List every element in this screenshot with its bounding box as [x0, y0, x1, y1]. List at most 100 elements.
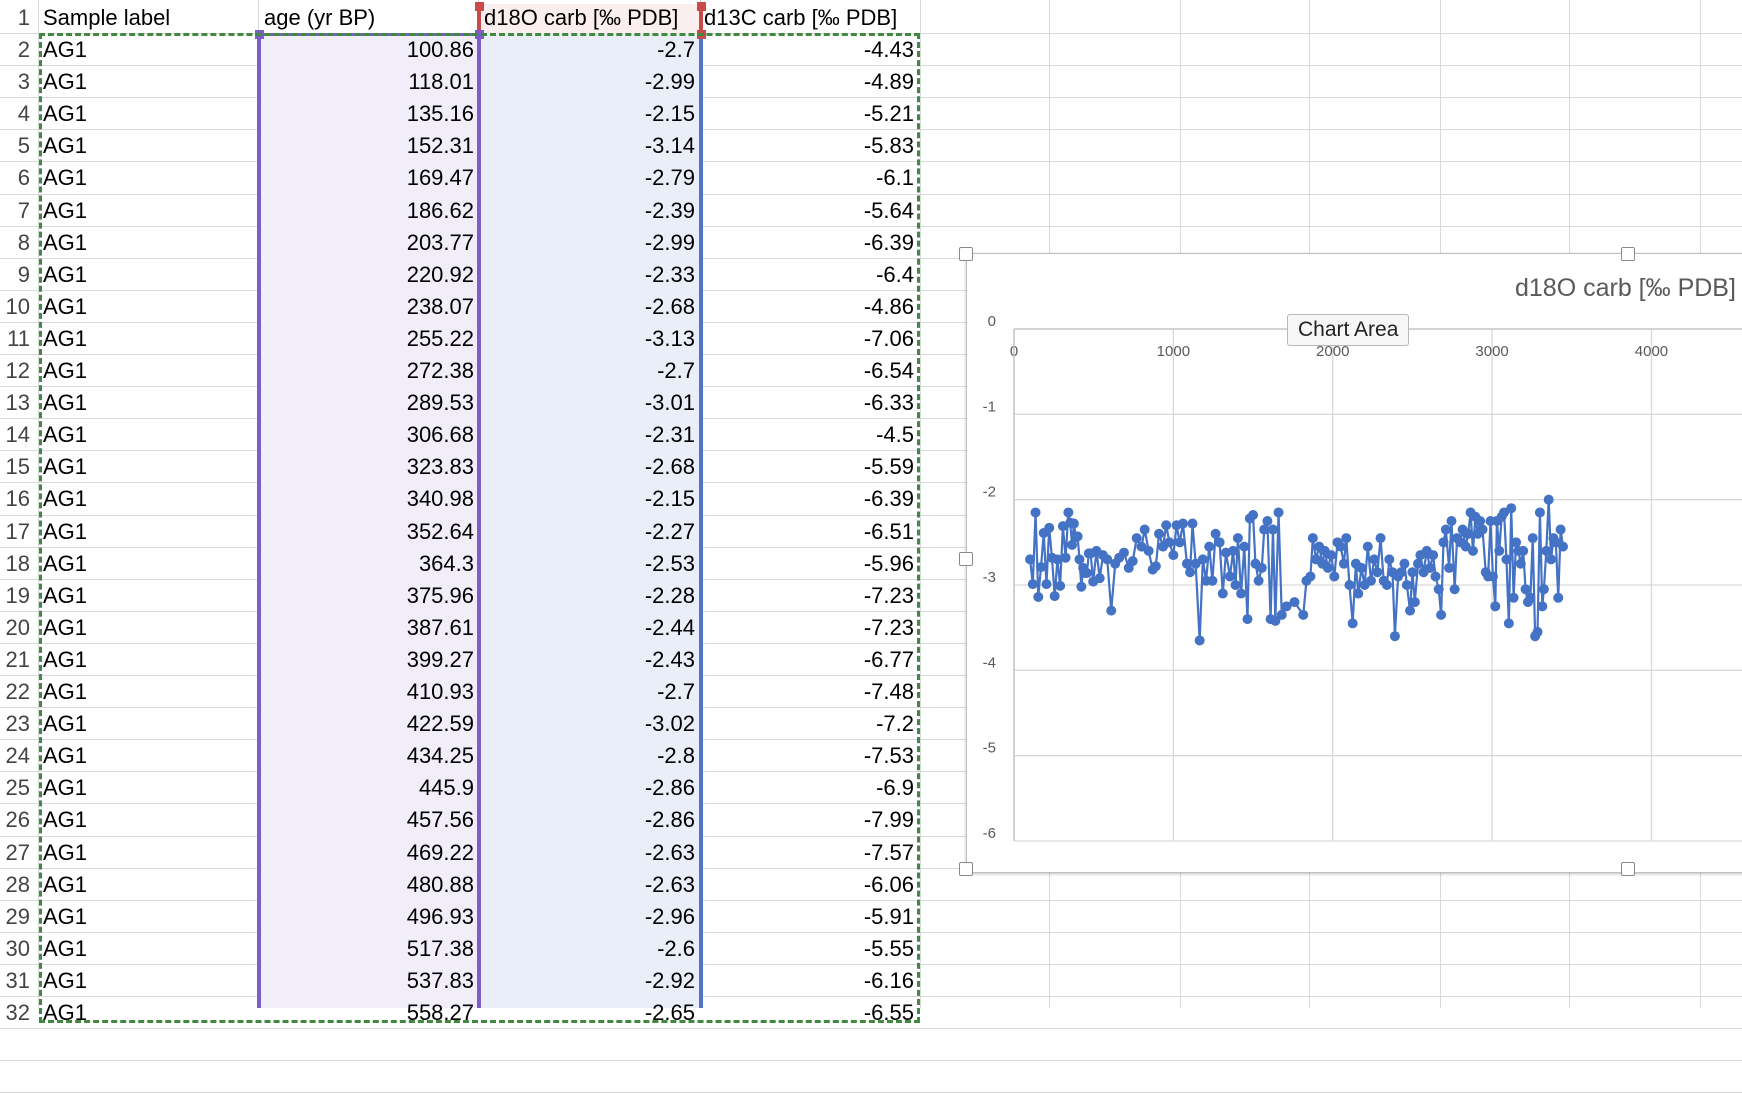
- row-number[interactable]: 13: [5, 390, 30, 416]
- cell-d18o[interactable]: -2.43: [644, 646, 695, 672]
- cell-d18o[interactable]: -2.63: [644, 871, 695, 897]
- cell-sample-label[interactable]: AG1: [43, 325, 88, 351]
- cell-d13c[interactable]: -5.21: [863, 101, 914, 127]
- cell-d13c[interactable]: -6.39: [863, 229, 914, 255]
- cell-sample-label[interactable]: AG1: [43, 903, 88, 929]
- cell-d18o[interactable]: -2.99: [644, 229, 695, 255]
- cell-d13c[interactable]: -7.53: [863, 743, 914, 769]
- cell-sample-label[interactable]: AG1: [43, 807, 88, 833]
- cell-d18o[interactable]: -2.86: [644, 807, 695, 833]
- row-number[interactable]: 2: [17, 37, 30, 62]
- cell-sample-label[interactable]: AG1: [43, 871, 88, 897]
- cell-d18o[interactable]: -2.6: [657, 935, 695, 961]
- cell-sample-label[interactable]: AG1: [43, 69, 88, 95]
- cell-d13c[interactable]: -7.23: [863, 614, 914, 640]
- cell-age[interactable]: 457.56: [406, 807, 474, 833]
- chart-resize-handle-bottom-left[interactable]: [959, 862, 973, 876]
- cell-age[interactable]: 118.01: [408, 69, 474, 95]
- cell-age[interactable]: 537.83: [406, 967, 474, 993]
- cell-sample-label[interactable]: AG1: [43, 775, 88, 801]
- cell-d18o[interactable]: -2.68: [644, 293, 695, 319]
- cell-age[interactable]: 422.59: [406, 711, 474, 737]
- cell-age[interactable]: 399.27: [406, 646, 474, 672]
- cell-d13c[interactable]: -6.06: [863, 871, 914, 897]
- cell-d13c[interactable]: -6.9: [876, 775, 914, 801]
- header-cell-d18o[interactable]: d18O carb [‰ PDB]: [484, 5, 679, 30]
- row-number[interactable]: 27: [5, 839, 30, 865]
- row-number[interactable]: 22: [5, 679, 30, 704]
- cell-d18o[interactable]: -2.53: [644, 550, 695, 576]
- cell-d18o[interactable]: -2.39: [644, 197, 695, 223]
- row-number[interactable]: 8: [17, 229, 30, 255]
- cell-d18o[interactable]: -3.14: [644, 133, 695, 159]
- cell-sample-label[interactable]: AG1: [43, 550, 88, 576]
- cell-age[interactable]: 323.83: [406, 454, 474, 480]
- cell-d18o[interactable]: -2.7: [657, 679, 695, 704]
- chart-resize-handle-left[interactable]: [959, 552, 973, 566]
- cell-sample-label[interactable]: AG1: [43, 679, 88, 704]
- cell-age[interactable]: 434.25: [406, 743, 474, 769]
- cell-age[interactable]: 496.93: [406, 903, 474, 929]
- cell-d18o[interactable]: -2.96: [644, 903, 695, 929]
- cell-d13c[interactable]: -6.1: [876, 165, 914, 191]
- row-number[interactable]: 21: [5, 646, 30, 672]
- cell-sample-label[interactable]: AG1: [43, 614, 88, 640]
- row-number[interactable]: 26: [5, 807, 30, 833]
- cell-d13c[interactable]: -7.48: [863, 679, 914, 704]
- cell-sample-label[interactable]: AG1: [43, 646, 88, 672]
- row-number[interactable]: 30: [5, 935, 30, 961]
- d18o-header-handle-right[interactable]: [697, 2, 706, 11]
- cell-age[interactable]: 445.9: [418, 775, 474, 801]
- cell-d18o[interactable]: -2.7: [657, 358, 695, 383]
- cell-age[interactable]: 169.47: [406, 165, 474, 191]
- cell-d13c[interactable]: -4.86: [863, 293, 914, 319]
- row-number[interactable]: 5: [17, 133, 30, 159]
- cell-d18o[interactable]: -2.44: [644, 614, 695, 640]
- cell-d13c[interactable]: -7.06: [863, 325, 914, 351]
- cell-age[interactable]: 480.88: [406, 871, 474, 897]
- header-cell-sample-label[interactable]: Sample label: [43, 5, 171, 30]
- cell-d13c[interactable]: -7.2: [876, 711, 914, 737]
- cell-sample-label[interactable]: AG1: [43, 197, 88, 223]
- cell-sample-label[interactable]: AG1: [43, 582, 88, 608]
- cell-d18o[interactable]: -2.92: [644, 967, 695, 993]
- cell-d13c[interactable]: -4.5: [876, 422, 914, 448]
- row-number[interactable]: 4: [17, 101, 30, 127]
- row-number[interactable]: 29: [5, 903, 30, 929]
- row-number[interactable]: 14: [5, 422, 30, 448]
- cell-d13c[interactable]: -6.4: [876, 261, 914, 287]
- row-number[interactable]: 28: [5, 871, 30, 897]
- cell-d13c[interactable]: -6.77: [863, 646, 914, 672]
- row-number[interactable]: 3: [17, 69, 30, 95]
- cell-age[interactable]: 340.98: [406, 486, 474, 512]
- chart-title[interactable]: d18O carb [‰ PDB]: [1515, 274, 1736, 302]
- cell-age[interactable]: 517.38: [406, 935, 474, 961]
- cell-age[interactable]: 410.93: [406, 679, 474, 704]
- cell-d13c[interactable]: -7.57: [863, 839, 914, 865]
- cell-d13c[interactable]: -5.59: [863, 454, 914, 480]
- cell-age[interactable]: 306.68: [406, 422, 474, 448]
- cell-d18o[interactable]: -3.01: [644, 390, 695, 416]
- cell-d18o[interactable]: -2.27: [644, 518, 695, 544]
- row-number[interactable]: 11: [7, 325, 30, 351]
- row-number[interactable]: 17: [5, 518, 30, 544]
- cell-age[interactable]: 100.86: [406, 37, 474, 62]
- cell-age[interactable]: 220.92: [406, 261, 474, 287]
- row-number[interactable]: 19: [5, 582, 30, 608]
- cell-sample-label[interactable]: AG1: [43, 967, 88, 993]
- cell-age[interactable]: 469.22: [406, 839, 474, 865]
- cell-sample-label[interactable]: AG1: [43, 390, 88, 416]
- row-number[interactable]: 1: [17, 5, 30, 30]
- row-number[interactable]: 23: [5, 711, 30, 737]
- cell-sample-label[interactable]: AG1: [43, 293, 88, 319]
- cell-d18o[interactable]: -2.8: [657, 743, 695, 769]
- chart-resize-handle-top-left[interactable]: [959, 247, 973, 261]
- cell-sample-label[interactable]: AG1: [43, 101, 88, 127]
- cell-age[interactable]: 387.61: [406, 614, 474, 640]
- cell-d18o[interactable]: -2.28: [644, 582, 695, 608]
- cell-d13c[interactable]: -7.99: [863, 807, 914, 833]
- row-number[interactable]: 25: [5, 775, 30, 801]
- cell-age[interactable]: 152.31: [406, 133, 474, 159]
- cell-age[interactable]: 238.07: [406, 293, 474, 319]
